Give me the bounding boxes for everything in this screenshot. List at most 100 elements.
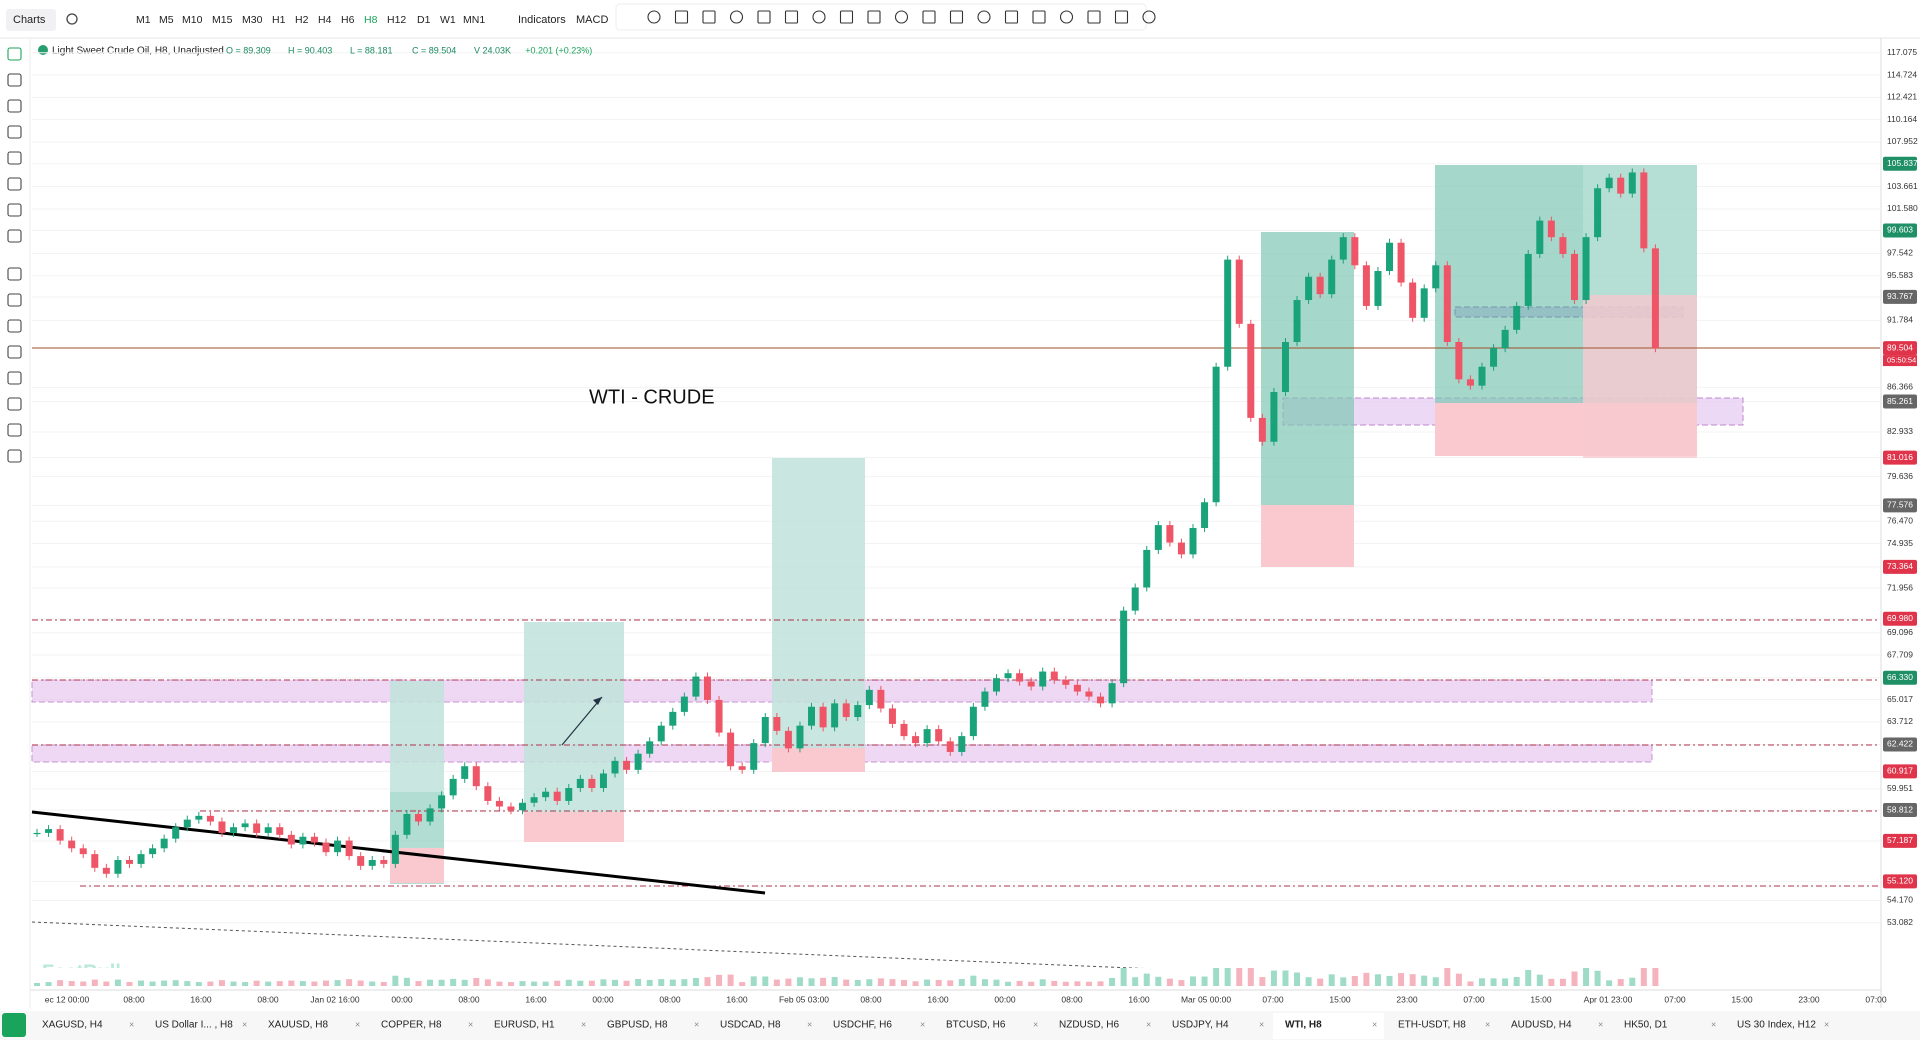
- search-icon[interactable]: [66, 13, 78, 25]
- tab-label[interactable]: US 30 Index, H12: [1737, 1020, 1816, 1031]
- tool-icon[interactable]: [1032, 10, 1046, 24]
- tool-icon[interactable]: [922, 10, 936, 24]
- tab-label[interactable]: AUDUSD, H4: [1511, 1020, 1572, 1031]
- rail-icon[interactable]: [7, 99, 22, 113]
- tool-icon[interactable]: [977, 10, 991, 24]
- tab[interactable]: [1047, 1013, 1158, 1039]
- tab[interactable]: [1725, 1013, 1836, 1039]
- rail-icon[interactable]: [7, 371, 22, 385]
- timeframe[interactable]: H12: [387, 14, 406, 26]
- tab-label[interactable]: USDCAD, H8: [720, 1020, 781, 1031]
- rail-icon[interactable]: [7, 47, 22, 61]
- tab[interactable]: [595, 1013, 706, 1039]
- tab-label[interactable]: GBPUSD, H8: [607, 1020, 668, 1031]
- tab-label[interactable]: US Dollar I... , H8: [155, 1020, 233, 1031]
- tab-close[interactable]: ×: [1598, 1019, 1603, 1029]
- tab-label[interactable]: WTI, H8: [1285, 1020, 1322, 1031]
- rail-icon[interactable]: [7, 345, 22, 359]
- timeframe[interactable]: M15: [212, 14, 233, 26]
- tab[interactable]: [369, 1013, 480, 1039]
- tab[interactable]: [1386, 1013, 1497, 1039]
- rail-icon[interactable]: [7, 203, 22, 217]
- tool-icon[interactable]: [784, 10, 799, 24]
- tab[interactable]: [256, 1013, 367, 1039]
- rail-icon[interactable]: [7, 177, 22, 191]
- tab-close[interactable]: ×: [355, 1019, 360, 1029]
- tool-icon[interactable]: [839, 10, 854, 24]
- tab[interactable]: [1499, 1013, 1610, 1039]
- tab-close[interactable]: ×: [1824, 1019, 1829, 1029]
- tab-label[interactable]: USDJPY, H4: [1172, 1020, 1229, 1031]
- tool-icon[interactable]: [757, 10, 771, 24]
- tool-icon[interactable]: [1059, 10, 1074, 24]
- rail-icon[interactable]: [7, 397, 22, 411]
- rail-icon[interactable]: [7, 151, 22, 165]
- tool-icon[interactable]: [647, 10, 661, 24]
- tab[interactable]: [934, 1013, 1045, 1039]
- timeframe[interactable]: H2: [295, 14, 309, 26]
- timeframe[interactable]: M5: [159, 14, 174, 26]
- tab-close[interactable]: ×: [1033, 1019, 1038, 1029]
- favorites-button[interactable]: [2, 1013, 26, 1037]
- tab-label[interactable]: BTCUSD, H6: [946, 1020, 1006, 1031]
- timeframe[interactable]: H4: [318, 14, 332, 26]
- tab-label[interactable]: HK50, D1: [1624, 1020, 1668, 1031]
- tool-icon[interactable]: [1087, 10, 1101, 24]
- tab-close[interactable]: ×: [1372, 1019, 1377, 1029]
- rail-icon[interactable]: [7, 423, 22, 437]
- tab[interactable]: [1160, 1013, 1271, 1039]
- tool-icon[interactable]: [867, 10, 881, 24]
- tab-close[interactable]: ×: [242, 1019, 247, 1029]
- timeframe[interactable]: H1: [272, 14, 286, 26]
- timeframe[interactable]: H8: [364, 14, 378, 26]
- tab[interactable]: [30, 1013, 141, 1039]
- tab-close[interactable]: ×: [1146, 1019, 1151, 1029]
- rail-icon[interactable]: [7, 293, 22, 307]
- tool-icon[interactable]: [812, 10, 826, 24]
- tab-label[interactable]: XAUUSD, H8: [268, 1020, 328, 1031]
- tab-label[interactable]: USDCHF, H6: [833, 1020, 892, 1031]
- timeframe[interactable]: M1: [136, 14, 151, 26]
- tab[interactable]: [482, 1013, 593, 1039]
- tab-label[interactable]: NZDUSD, H6: [1059, 1020, 1119, 1031]
- macd-label[interactable]: MACD: [576, 14, 608, 26]
- tab-label[interactable]: EURUSD, H1: [494, 1020, 555, 1031]
- indicators-label[interactable]: Indicators: [518, 14, 566, 26]
- tab-close[interactable]: ×: [581, 1019, 586, 1029]
- tab-close[interactable]: ×: [694, 1019, 699, 1029]
- tab-close[interactable]: ×: [468, 1019, 473, 1029]
- tab-close[interactable]: ×: [807, 1019, 812, 1029]
- tab-close[interactable]: ×: [920, 1019, 925, 1029]
- tool-icon[interactable]: [729, 10, 744, 24]
- timeframe[interactable]: D1: [417, 14, 431, 26]
- timeframe[interactable]: MN1: [463, 14, 485, 26]
- tab-close[interactable]: ×: [1259, 1019, 1264, 1029]
- tool-icon[interactable]: [1142, 10, 1156, 24]
- tool-icon[interactable]: [1004, 10, 1019, 24]
- tab-close[interactable]: ×: [1485, 1019, 1490, 1029]
- tool-icon[interactable]: [1114, 10, 1129, 24]
- tab[interactable]: [708, 1013, 819, 1039]
- rail-icon[interactable]: [7, 449, 22, 463]
- tool-icon[interactable]: [894, 10, 909, 24]
- timeframe[interactable]: W1: [440, 14, 456, 26]
- tab-close[interactable]: ×: [1711, 1019, 1716, 1029]
- tool-icon[interactable]: [949, 10, 964, 24]
- tab-label[interactable]: COPPER, H8: [381, 1020, 442, 1031]
- rail-icon[interactable]: [7, 73, 22, 87]
- tab-label[interactable]: XAGUSD, H4: [42, 1020, 103, 1031]
- tab[interactable]: [1612, 1013, 1723, 1039]
- rail-icon[interactable]: [7, 267, 22, 281]
- rail-icon[interactable]: [7, 125, 22, 139]
- charts-button[interactable]: [6, 9, 56, 31]
- tab-close[interactable]: ×: [129, 1019, 134, 1029]
- tool-icon[interactable]: [674, 10, 689, 24]
- timeframe[interactable]: H6: [341, 14, 355, 26]
- tool-icon[interactable]: [702, 10, 716, 24]
- timeframe[interactable]: M30: [242, 14, 263, 26]
- tab[interactable]: [143, 1013, 254, 1039]
- tab-label[interactable]: ETH-USDT, H8: [1398, 1020, 1466, 1031]
- timeframe[interactable]: M10: [182, 14, 203, 26]
- rail-icon[interactable]: [7, 319, 22, 333]
- tab-active[interactable]: [1273, 1013, 1384, 1039]
